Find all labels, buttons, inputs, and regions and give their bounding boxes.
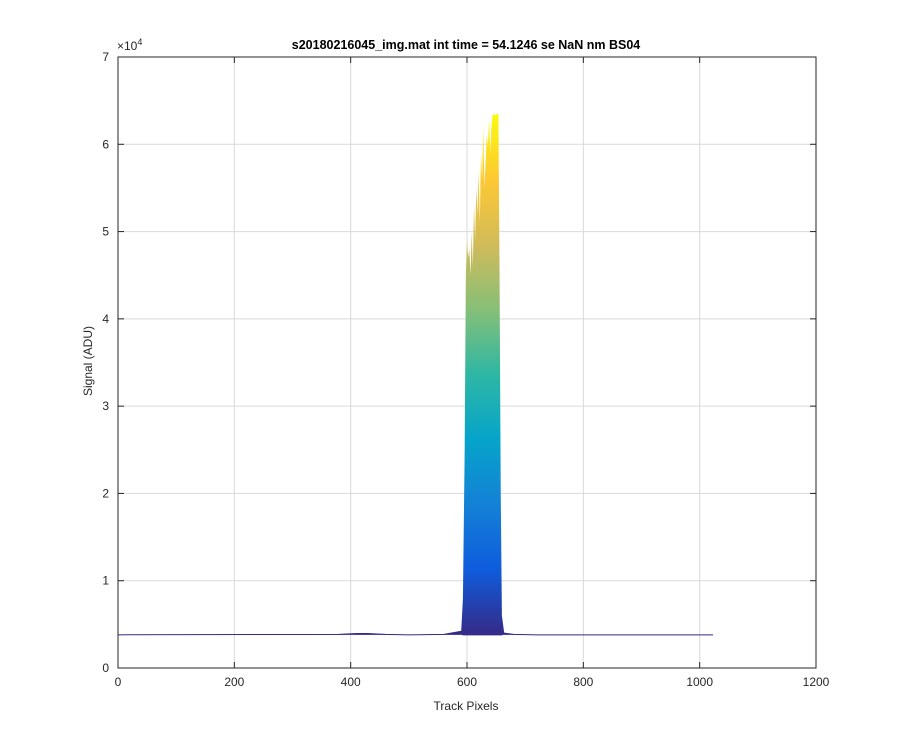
y-tick-label: 1	[102, 574, 109, 588]
x-tick-label: 800	[573, 675, 593, 689]
y-axis-exponent-base: ×10	[117, 39, 138, 53]
y-tick-label: 3	[102, 399, 109, 413]
x-tick-label: 1200	[803, 675, 830, 689]
y-tick-label: 4	[102, 312, 109, 326]
y-tick-label: 2	[102, 486, 109, 500]
tick-labels: 0 200 400 600 800 1000 1200 0 1 2 3 4 5 6 7	[102, 50, 829, 689]
x-tick-label: 1000	[686, 675, 713, 689]
y-axis-label: Signal (ADU)	[81, 326, 95, 396]
y-tick-label: 7	[102, 50, 109, 64]
data-layer	[118, 113, 714, 636]
x-tick-label: 200	[224, 675, 244, 689]
x-axis-label: Track Pixels	[434, 699, 499, 713]
baseline-trace	[118, 630, 714, 636]
x-tick-label: 400	[341, 675, 361, 689]
y-tick-label: 5	[102, 225, 109, 239]
y-tick-label: 0	[102, 661, 109, 675]
axes-box	[117, 56, 817, 669]
y-axis-exponent-power: 4	[137, 37, 142, 47]
chart-title: s20180216045_img.mat int time = 54.1246 …	[292, 38, 641, 52]
x-tick-label: 600	[457, 675, 477, 689]
x-tick-label: 0	[115, 675, 122, 689]
y-tick-label: 6	[102, 137, 109, 151]
y-axis-exponent: ×104	[117, 37, 142, 53]
axes	[117, 56, 817, 669]
